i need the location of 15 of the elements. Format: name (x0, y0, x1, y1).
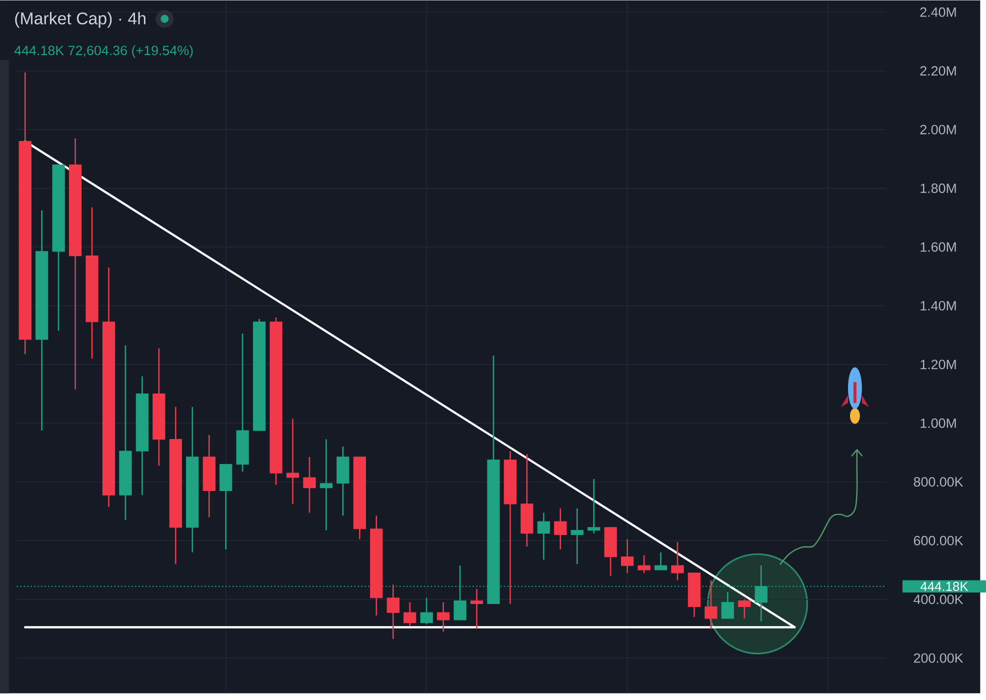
text: 444.18K 72,604.36 (+19.54%) (14, 45, 193, 58)
y-tick-label: 2.20M (920, 66, 956, 76)
y-tick-label: 200.00K (914, 653, 964, 663)
y-tick-label: 1.40M (920, 300, 956, 310)
y-tick-label: 1.20M (920, 360, 956, 370)
y-tick-label: 1.80M (920, 184, 956, 193)
y-tick-label: 2.00M (920, 124, 956, 134)
y-tick-label: 400.00K (914, 594, 964, 604)
y-tick-label: 800.00K (914, 477, 964, 487)
y-tick-label: 1.60M (920, 242, 956, 252)
y-tick-label: 2.40M (920, 7, 956, 17)
ref-line-label: 444.18K (920, 582, 968, 591)
y-tick-label: 1.00M (920, 418, 956, 428)
y-tick-label: 600.00K (914, 536, 964, 546)
text: (Market Cap) · 4h (15, 12, 146, 28)
